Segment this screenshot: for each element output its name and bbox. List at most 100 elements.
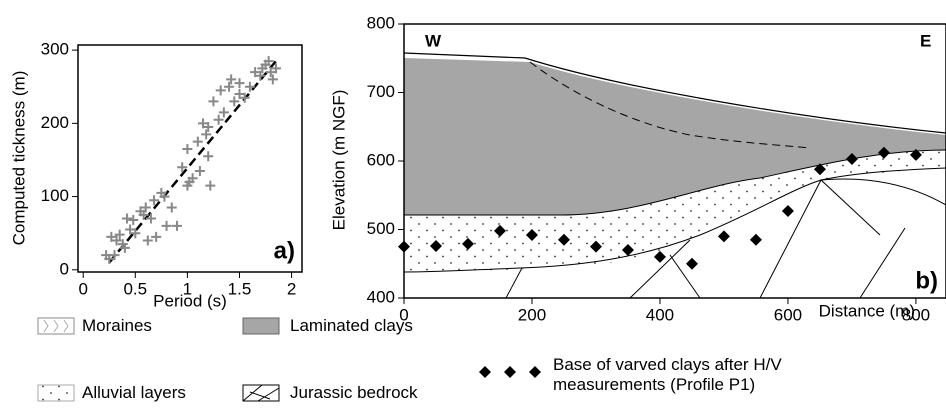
x-tick-label: 1.5 bbox=[228, 279, 252, 298]
point bbox=[525, 228, 538, 241]
y-tick-label: 800 bbox=[367, 13, 395, 32]
point bbox=[213, 114, 224, 125]
point bbox=[685, 257, 698, 270]
legend-label: Laminated clays bbox=[290, 316, 413, 335]
point bbox=[171, 220, 182, 231]
x-tick-label: 0 bbox=[78, 279, 87, 298]
x-tick-label: 800 bbox=[902, 305, 930, 324]
point bbox=[128, 215, 139, 226]
y-axis-label: Computed tickness (m) bbox=[9, 71, 28, 246]
point bbox=[104, 253, 115, 264]
y-tick-label: 300 bbox=[41, 40, 69, 59]
point bbox=[145, 213, 156, 224]
x-axis-label: Period (s) bbox=[153, 291, 227, 310]
point bbox=[263, 56, 274, 67]
point bbox=[106, 231, 117, 242]
point bbox=[845, 152, 858, 165]
point bbox=[270, 63, 281, 74]
point bbox=[557, 233, 570, 246]
point bbox=[621, 244, 634, 257]
point bbox=[203, 151, 214, 162]
x-axis-label: Distance (m) bbox=[819, 301, 915, 320]
legend-swatches bbox=[37, 317, 280, 402]
direction-label: W bbox=[425, 31, 442, 50]
legend-marker bbox=[479, 366, 491, 378]
point bbox=[267, 74, 278, 85]
point bbox=[166, 202, 177, 213]
point bbox=[226, 74, 237, 85]
point bbox=[265, 67, 276, 78]
point bbox=[244, 81, 255, 92]
point bbox=[224, 81, 235, 92]
point bbox=[130, 228, 141, 239]
point bbox=[182, 143, 193, 154]
legend-label: Base of varved clays after H/V measureme… bbox=[553, 355, 782, 394]
point bbox=[111, 235, 122, 246]
x-tick-label: 0 bbox=[399, 305, 408, 324]
point bbox=[203, 122, 214, 133]
y-tick-label: 400 bbox=[367, 287, 395, 306]
point bbox=[138, 209, 149, 220]
point bbox=[159, 191, 170, 202]
y-tick-label: 700 bbox=[367, 82, 395, 101]
point bbox=[109, 250, 120, 261]
point bbox=[234, 89, 245, 100]
point bbox=[909, 148, 922, 161]
direction-label: E bbox=[920, 31, 931, 50]
trend-line bbox=[108, 60, 277, 264]
x-tick-label: 2 bbox=[287, 279, 296, 298]
point bbox=[208, 96, 219, 107]
point bbox=[653, 250, 666, 263]
point bbox=[149, 195, 160, 206]
y-tick-label: 0 bbox=[60, 259, 69, 278]
legend-label: Moraines bbox=[82, 316, 152, 335]
point bbox=[198, 118, 209, 129]
point bbox=[215, 85, 226, 96]
point bbox=[813, 163, 826, 176]
point bbox=[187, 173, 198, 184]
y-tick-label: 100 bbox=[41, 186, 69, 205]
point bbox=[205, 180, 216, 191]
point bbox=[114, 229, 125, 240]
y-tick-label: 500 bbox=[367, 219, 395, 238]
point bbox=[493, 224, 506, 237]
y-tick-label: 600 bbox=[367, 150, 395, 169]
x-tick-label: 1 bbox=[183, 279, 192, 298]
point bbox=[218, 107, 229, 118]
point bbox=[229, 96, 240, 107]
point bbox=[255, 70, 266, 81]
point bbox=[589, 240, 602, 253]
plot-frame bbox=[77, 44, 303, 273]
point bbox=[429, 239, 442, 252]
point bbox=[151, 231, 162, 242]
panel-label: b) bbox=[915, 267, 938, 294]
point bbox=[194, 165, 205, 176]
x-tick-label: 200 bbox=[518, 305, 546, 324]
legend-label: Jurassic bedrock bbox=[290, 383, 418, 402]
legend-marker bbox=[529, 366, 541, 378]
legend-label: Alluvial layers bbox=[82, 383, 186, 402]
y-tick-label: 200 bbox=[41, 113, 69, 132]
point bbox=[398, 240, 410, 253]
point bbox=[234, 78, 245, 89]
point bbox=[177, 162, 188, 173]
point bbox=[142, 235, 153, 246]
point bbox=[877, 146, 890, 159]
laminated-clays bbox=[404, 58, 946, 215]
point bbox=[201, 129, 212, 140]
point bbox=[749, 233, 762, 246]
point bbox=[192, 136, 203, 147]
point bbox=[461, 237, 474, 250]
point bbox=[250, 67, 261, 78]
legend-marker bbox=[504, 366, 516, 378]
cross-section bbox=[403, 52, 946, 299]
x-tick-label: 0.5 bbox=[123, 279, 147, 298]
point bbox=[239, 92, 250, 103]
point bbox=[140, 202, 151, 213]
x-tick-label: 600 bbox=[774, 305, 802, 324]
point bbox=[161, 220, 172, 231]
point bbox=[781, 205, 794, 218]
point bbox=[121, 213, 132, 224]
panel-label: a) bbox=[274, 237, 295, 264]
